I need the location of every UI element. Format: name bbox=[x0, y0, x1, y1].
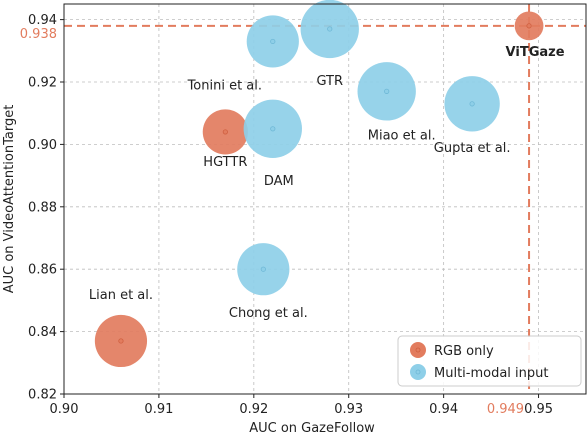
data-point-center bbox=[260, 266, 266, 272]
x-axis-label: AUC on GazeFollow bbox=[249, 421, 375, 436]
legend-label: RGB only bbox=[434, 344, 494, 359]
data-point-center bbox=[526, 23, 532, 29]
point-label: Miao et al. bbox=[368, 128, 436, 143]
reference-y-label: 0.938 bbox=[20, 27, 57, 42]
x-tick-label: 0.92 bbox=[239, 402, 268, 417]
data-point-center bbox=[384, 88, 390, 94]
data-point-center bbox=[222, 129, 228, 135]
point-label: Gupta et al. bbox=[434, 141, 511, 156]
point-label: GTR bbox=[316, 74, 343, 89]
data-point-center bbox=[270, 38, 276, 45]
x-tick-label: 0.93 bbox=[334, 402, 363, 417]
y-tick-label: 0.88 bbox=[28, 200, 57, 215]
point-label: Tonini et al. bbox=[187, 78, 262, 93]
point-label: Lian et al. bbox=[89, 288, 153, 303]
legend-label: Multi-modal input bbox=[434, 366, 549, 381]
x-tick-label: 0.91 bbox=[144, 402, 173, 417]
legend-marker-center bbox=[415, 369, 421, 375]
y-tick-label: 0.84 bbox=[28, 325, 57, 340]
data-point-center bbox=[327, 26, 333, 32]
data-point-center bbox=[469, 101, 475, 107]
legend-box bbox=[397, 335, 582, 387]
y-tick-label: 0.82 bbox=[28, 388, 57, 403]
x-tick-label: 0.94 bbox=[429, 402, 458, 417]
point-label: ViTGaze bbox=[506, 45, 565, 60]
plot-frame bbox=[63, 3, 587, 395]
legend-marker-center bbox=[415, 347, 421, 353]
x-tick-label: 0.95 bbox=[524, 402, 553, 417]
reference-x-label: 0.949 bbox=[487, 402, 524, 417]
x-tick-label: 0.90 bbox=[50, 402, 79, 417]
y-tick-label: 0.90 bbox=[28, 138, 57, 153]
data-point-center bbox=[118, 338, 124, 344]
y-tick-label: 0.92 bbox=[28, 76, 57, 91]
point-label: DAM bbox=[264, 174, 294, 189]
data-point-center bbox=[270, 126, 276, 132]
point-label: HGTTR bbox=[203, 155, 247, 170]
y-tick-label: 0.86 bbox=[28, 263, 57, 278]
point-label: Chong et al. bbox=[229, 306, 308, 321]
y-tick-label: 0.94 bbox=[28, 13, 57, 28]
y-axis-label: AUC on VideoAttentionTarget bbox=[2, 105, 17, 294]
